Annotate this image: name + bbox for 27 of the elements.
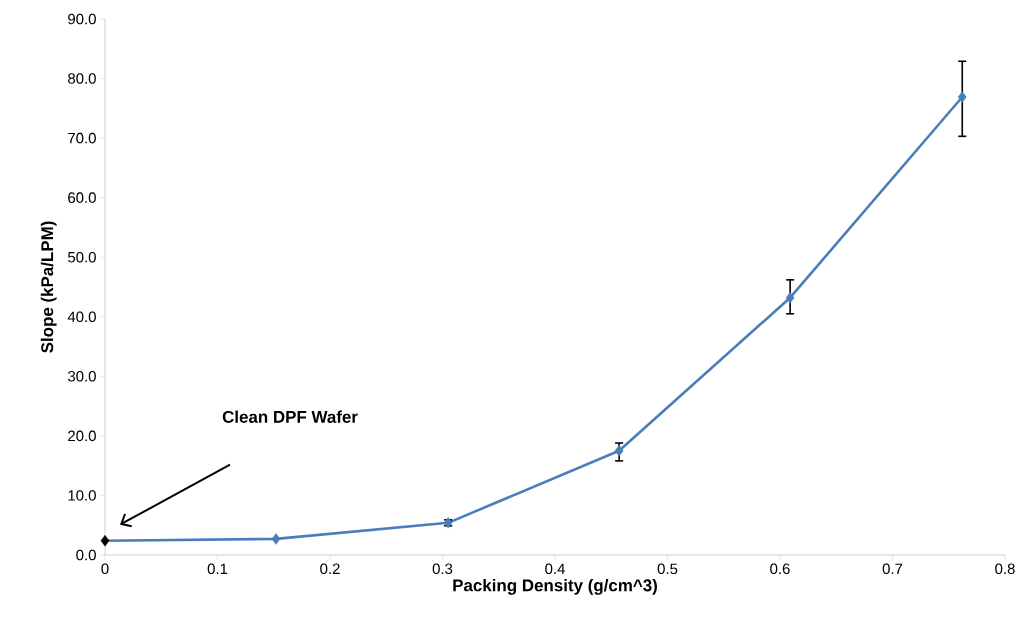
annotation: Clean DPF Wafer bbox=[222, 410, 358, 423]
point bbox=[100, 534, 110, 547]
x-tick-label: 0.6 bbox=[770, 563, 790, 575]
y-tick-label: 80.0 bbox=[68, 73, 96, 84]
x-tick-label: 0.2 bbox=[320, 563, 340, 575]
y-axis-title: Slope (kPa/LPM) bbox=[40, 221, 57, 353]
y-tick-label: 30.0 bbox=[67, 371, 96, 382]
x-tick-label: 0.5 bbox=[657, 563, 678, 575]
x-tick-label: 0 bbox=[101, 563, 109, 575]
point bbox=[614, 445, 624, 457]
x-tick-label: 0.1 bbox=[207, 563, 228, 575]
y-tick-label: 10.0 bbox=[68, 490, 96, 501]
y-tick-label: 20.0 bbox=[68, 430, 96, 442]
point bbox=[271, 533, 281, 545]
y-tick-label: 40.0 bbox=[67, 311, 96, 323]
x-axis-title: Packing Density (g/cm^3) bbox=[453, 578, 657, 595]
x-tick-label: 0.8 bbox=[995, 563, 1015, 575]
point bbox=[785, 292, 795, 304]
y-tick-label: 0.0 bbox=[76, 549, 96, 561]
y-tick-label: 90.0 bbox=[68, 13, 96, 25]
y-tick-label: 60.0 bbox=[68, 192, 96, 203]
x-tick-label: 0.4 bbox=[545, 563, 565, 575]
x-tick-label: 0.7 bbox=[882, 563, 903, 575]
y-tick-label: 50.0 bbox=[68, 251, 96, 263]
y-tick-label: 70.0 bbox=[68, 132, 96, 144]
point bbox=[957, 91, 967, 103]
x-tick-label: 0.3 bbox=[432, 563, 453, 575]
